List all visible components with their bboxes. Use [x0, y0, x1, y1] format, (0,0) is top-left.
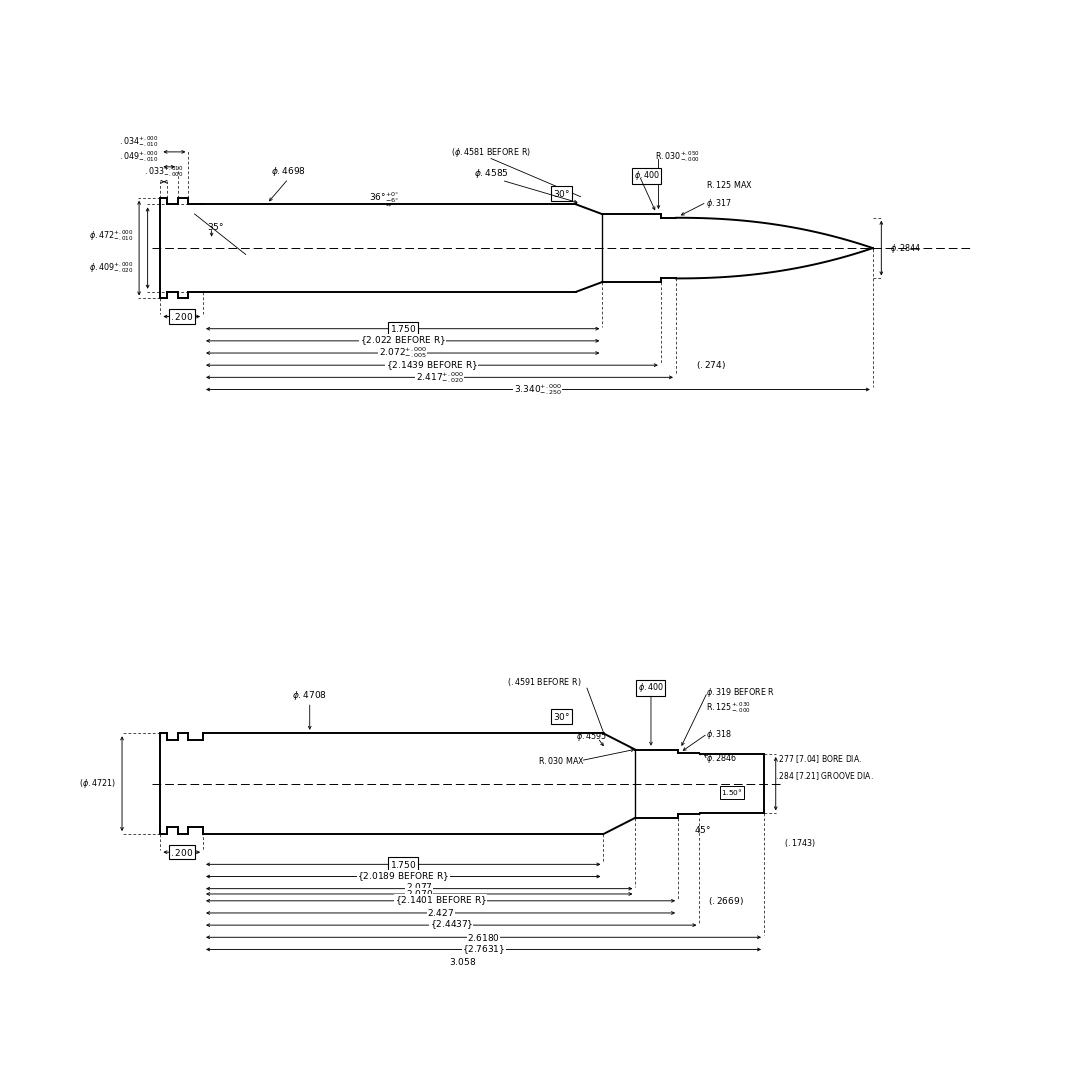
Text: $3.340^{+.000}_{-.250}$: $3.340^{+.000}_{-.250}$	[514, 382, 562, 397]
Text: $(.1743)$: $(.1743)$	[785, 838, 816, 849]
Text: $.200$: $.200$	[170, 847, 193, 858]
Text: $30°$: $30°$	[553, 188, 570, 200]
Text: $.049^{+.000}_{-.010}$: $.049^{+.000}_{-.010}$	[119, 148, 158, 163]
Text: $2.6180$: $2.6180$	[467, 931, 500, 943]
Text: $\phi.400$: $\phi.400$	[634, 169, 660, 182]
Text: $1.750$: $1.750$	[390, 859, 416, 870]
Text: $\phi.317$: $\phi.317$	[706, 196, 732, 210]
Text: $\phi.2846$: $\phi.2846$	[706, 751, 737, 765]
Text: $.200$: $.200$	[170, 312, 193, 322]
Text: $\{2.4437\}$: $\{2.4437\}$	[429, 919, 473, 931]
Text: $2.070$: $2.070$	[405, 889, 433, 899]
Text: $1.50°$: $1.50°$	[721, 787, 743, 797]
Text: $\phi.472^{+.000}_{-.010}$: $\phi.472^{+.000}_{-.010}$	[89, 228, 134, 242]
Text: $(.274)$: $(.274)$	[696, 360, 725, 371]
Text: $\{2.1439\ \mathrm{BEFORE\ R}\}$: $\{2.1439\ \mathrm{BEFORE\ R}\}$	[386, 359, 478, 371]
Text: $(\phi.4721)$: $(\phi.4721)$	[80, 777, 116, 791]
Text: $\{2.022\ \mathrm{BEFORE\ R}\}$: $\{2.022\ \mathrm{BEFORE\ R}\}$	[360, 334, 446, 347]
Text: $2.427$: $2.427$	[427, 907, 454, 919]
Text: $36°^{+0°}_{-6°}$: $36°^{+0°}_{-6°}$	[370, 191, 399, 206]
Text: $2.072^{+.000}_{-.005}$: $2.072^{+.000}_{-.005}$	[378, 346, 427, 361]
Text: $2.417^{+.000}_{-.020}$: $2.417^{+.000}_{-.020}$	[415, 370, 464, 385]
Text: $\mathrm{R.030\ MAX}$: $\mathrm{R.030\ MAX}$	[538, 754, 585, 766]
Text: $\mathrm{R.030}^{+.050}_{-.000}$: $\mathrm{R.030}^{+.050}_{-.000}$	[655, 149, 700, 164]
Text: $\{2.1401\ \mathrm{BEFORE\ R}\}$: $\{2.1401\ \mathrm{BEFORE\ R}\}$	[395, 894, 486, 907]
Text: $\{2.7631\}$: $\{2.7631\}$	[462, 943, 506, 956]
Text: $.277\ [7.04]\ \mathrm{BORE\ DIA.}$: $.277\ [7.04]\ \mathrm{BORE\ DIA.}$	[775, 753, 861, 765]
Text: $45°$: $45°$	[693, 824, 710, 835]
Text: $\{2.0189\ \mathrm{BEFORE\ R}\}$: $\{2.0189\ \mathrm{BEFORE\ R}\}$	[357, 870, 450, 882]
Text: $\mathrm{R.125\ MAX}$: $\mathrm{R.125\ MAX}$	[706, 178, 754, 190]
Text: $\phi.319\ \mathrm{BEFORE\ R}$: $\phi.319\ \mathrm{BEFORE\ R}$	[706, 685, 775, 699]
Text: $2.077$: $2.077$	[405, 880, 432, 892]
Text: $30°$: $30°$	[553, 711, 570, 722]
Text: $.033^{+.010}_{-.000}$: $.033^{+.010}_{-.000}$	[144, 163, 183, 178]
Text: $\phi.400$: $\phi.400$	[638, 681, 664, 695]
Text: $\phi.4585$: $\phi.4585$	[473, 166, 509, 180]
Text: $\phi.409^{+.000}_{-.020}$: $\phi.409^{+.000}_{-.020}$	[89, 260, 134, 274]
Text: $1.750$: $1.750$	[389, 323, 416, 334]
Text: $\phi.318$: $\phi.318$	[706, 728, 732, 742]
Text: $\phi.4708$: $\phi.4708$	[292, 688, 327, 702]
Text: $35°$: $35°$	[207, 221, 224, 233]
Text: $(.2669)$: $(.2669)$	[708, 895, 744, 907]
Text: $(.4591\ \mathrm{BEFORE\ R})$: $(.4591\ \mathrm{BEFORE\ R})$	[507, 675, 581, 688]
Text: $\phi.2844$: $\phi.2844$	[889, 241, 921, 255]
Text: $.284\ [7.21]\ \mathrm{GROOVE\ DIA.}$: $.284\ [7.21]\ \mathrm{GROOVE\ DIA.}$	[775, 770, 873, 782]
Text: $\mathrm{R.125}^{+.030}_{-.000}$: $\mathrm{R.125}^{+.030}_{-.000}$	[706, 701, 751, 716]
Text: $3.058$: $3.058$	[448, 956, 475, 967]
Text: $\phi.4595$: $\phi.4595$	[576, 730, 607, 744]
Text: $.034^{+.000}_{-.010}$: $.034^{+.000}_{-.010}$	[119, 133, 158, 148]
Text: $\phi.4698$: $\phi.4698$	[271, 164, 306, 178]
Text: $(\phi.4581\ \mathrm{BEFORE\ R})$: $(\phi.4581\ \mathrm{BEFORE\ R})$	[451, 145, 531, 159]
